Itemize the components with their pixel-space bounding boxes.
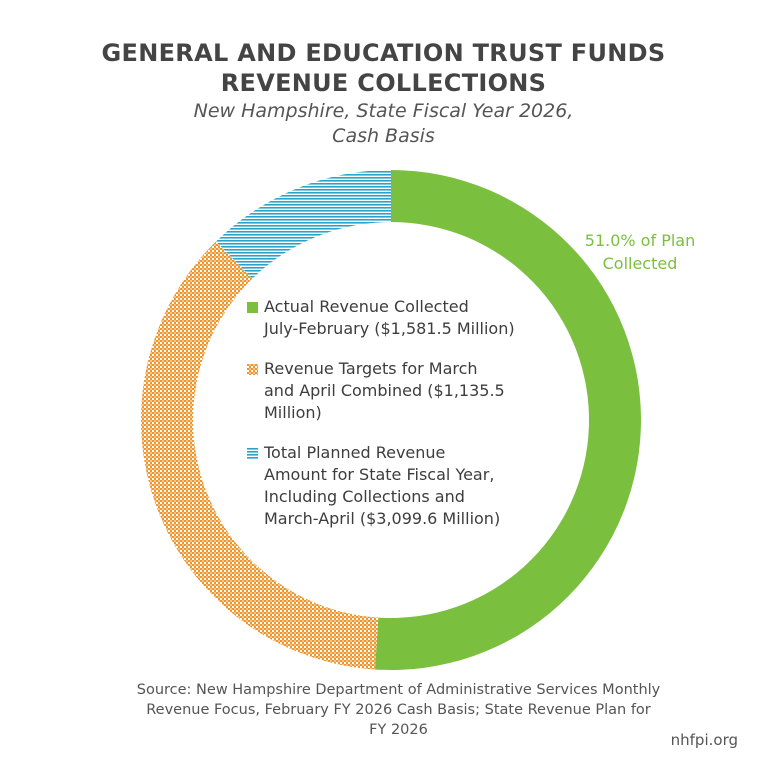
chart-subtitle: New Hampshire, State Fiscal Year 2026, C…	[0, 99, 767, 149]
legend-swatch-targets	[247, 364, 258, 375]
legend-item-targets: Revenue Targets for March and April Comb…	[247, 358, 567, 424]
donut-slice-actual	[374, 170, 642, 670]
chart-title-line-2: REVENUE COLLECTIONS	[220, 69, 547, 97]
legend-label-total-planned: Total Planned Revenue Amount for State F…	[264, 443, 501, 528]
donut-slices	[141, 170, 642, 670]
chart-title-line-1: GENERAL AND EDUCATION TRUST FUNDS	[101, 39, 666, 67]
donut-slice-targets	[141, 241, 379, 670]
source-note: Source: New Hampshire Department of Admi…	[0, 680, 767, 740]
chart-title: GENERAL AND EDUCATION TRUST FUNDS REVENU…	[0, 38, 767, 98]
legend-item-actual: Actual Revenue Collected July-February (…	[247, 296, 567, 340]
chart-subtitle-line-2: Cash Basis	[332, 125, 435, 147]
source-line-3: FY 2026	[369, 722, 428, 738]
chart-subtitle-line-1: New Hampshire, State Fiscal Year 2026,	[193, 100, 574, 122]
callout-line-1: 51.0% of Plan	[584, 231, 696, 250]
source-line-2: Revenue Focus, February FY 2026 Cash Bas…	[146, 702, 651, 718]
legend-item-total-planned: Total Planned Revenue Amount for State F…	[247, 442, 567, 530]
site-credit: nhfpi.org	[670, 731, 738, 749]
callout-line-2: Collected	[602, 254, 678, 273]
legend-label-actual: Actual Revenue Collected July-February (…	[264, 297, 515, 338]
legend-label-targets: Revenue Targets for March and April Comb…	[264, 359, 505, 422]
legend: Actual Revenue Collected July-February (…	[247, 296, 567, 530]
legend-swatch-actual	[247, 302, 258, 313]
legend-swatch-total-planned	[247, 448, 258, 459]
percent-collected-callout: 51.0% of Plan Collected	[565, 229, 715, 275]
source-line-1: Source: New Hampshire Department of Admi…	[136, 682, 661, 698]
donut-slice-remaining	[215, 170, 391, 279]
